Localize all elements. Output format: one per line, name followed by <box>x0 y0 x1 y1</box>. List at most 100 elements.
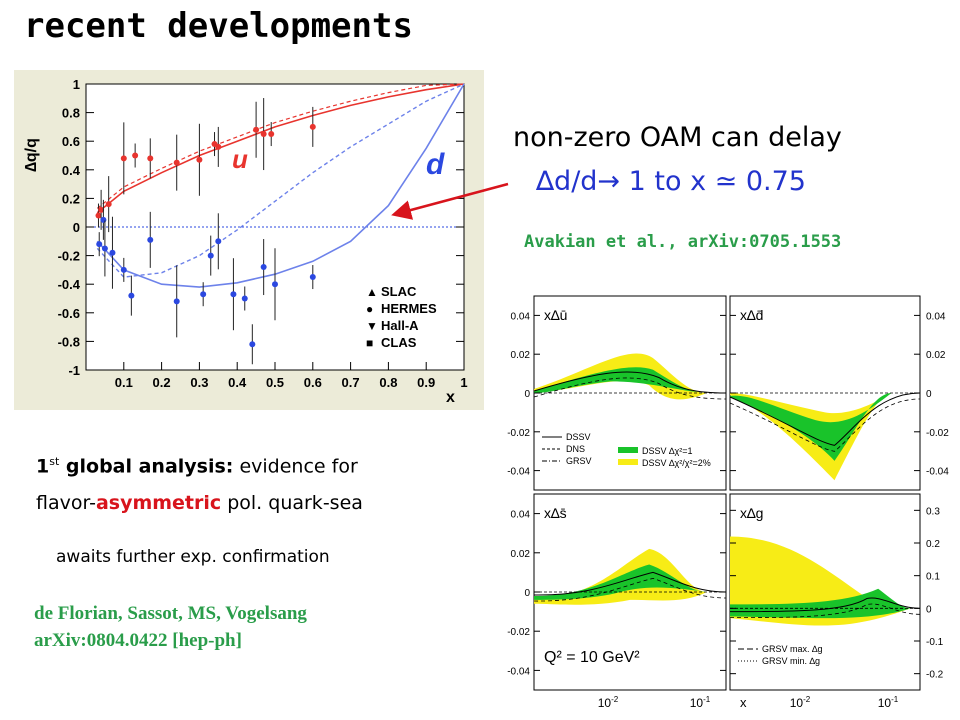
d-data-point <box>215 238 222 245</box>
u-curve-label: u <box>232 144 248 174</box>
y-tick-label: 0.3 <box>926 506 940 517</box>
panel-label: x∆d̄ <box>740 307 763 323</box>
y-tick-label: -0.04 <box>507 467 530 478</box>
legend-entry: Hall-A <box>381 318 419 333</box>
d-curve-label: d <box>426 148 445 181</box>
y-tick-label: -0.02 <box>926 428 949 439</box>
legend-swatch-icon <box>618 459 638 465</box>
y-tick-label: -0.04 <box>507 666 530 677</box>
legend-entry: DSSV ∆χ²/χ²=2% <box>642 458 711 468</box>
y-tick-label: 0.04 <box>511 311 531 322</box>
u-fit-curve <box>96 83 465 214</box>
asymmetric-highlight: asymmetric <box>95 492 222 514</box>
global-analysis-line2: flavor-asymmetric pol. quark-sea <box>36 492 363 514</box>
slide-title: recent developments <box>24 6 413 46</box>
x-tick-label: 10-1 <box>878 695 899 710</box>
x-tick-exponent: -2 <box>803 695 811 704</box>
x-tick-exponent: -2 <box>611 695 619 704</box>
u-data-point <box>120 155 127 162</box>
y-tick-label: -0.4 <box>58 277 81 292</box>
u-data-point <box>253 126 260 133</box>
dssv-curve <box>533 371 727 394</box>
y-tick-label: -0.2 <box>926 670 944 681</box>
dssv-curve <box>729 597 921 613</box>
awaits-confirmation-note: awaits further exp. confirmation <box>56 547 330 567</box>
avakian-reference: Avakian et al., arXiv:0705.1553 <box>524 232 842 252</box>
d-data-point <box>109 249 116 256</box>
x-tick-label: 0.1 <box>115 375 133 390</box>
legend-entry: CLAS <box>381 335 417 350</box>
y-tick-label: 0.02 <box>511 350 531 361</box>
ordinal-suffix: st <box>49 455 60 468</box>
dns-curve <box>533 377 727 400</box>
delta-q-over-q-chart: 1 0.8 0.6 0.4 0.2 0 -0.2 -0.4 -0.6 -0.8 -1 0.1 0.2 0.… <box>14 70 484 410</box>
panel-label: x∆ū <box>544 307 567 323</box>
global-analysis-rest: evidence for <box>233 455 358 478</box>
legend-entry: GRSV max. ∆g <box>762 644 823 654</box>
d-data-point <box>207 252 214 259</box>
u-data-point <box>173 159 180 166</box>
x-tick-label: 0.2 <box>153 375 171 390</box>
x-tick-label: 0.7 <box>342 375 360 390</box>
d-data-point <box>128 292 135 299</box>
d-data-point <box>100 216 107 223</box>
dssv-sea-quark-panels: x∆ū 0.04 0.02 0 -0.02 -0.04 x∆d̄ 0.04 0.02 0 -0.02… <box>507 295 949 710</box>
global-analysis-bold: global analysis: <box>59 455 234 478</box>
u-data-point <box>147 155 154 162</box>
legend-marker-icon: ● <box>366 302 373 316</box>
y-axis-label: ∆q/q <box>23 138 40 172</box>
panel-label: x∆g <box>740 505 763 521</box>
chart-legend: ▲ SLAC ● HERMES▼ Hall-A ■ CLAS <box>366 284 437 350</box>
y-tick-label: 0.04 <box>926 311 946 322</box>
legend-entry: GRSV min. ∆g <box>762 656 820 666</box>
y-tick-label: 0 <box>524 389 530 400</box>
d-data-point <box>309 274 316 281</box>
flavor-rest: pol. quark-sea <box>221 492 363 514</box>
x-tick-label: 10-2 <box>598 695 619 710</box>
dssv-citation-arxiv: arXiv:0804.0422 [hep-ph] <box>34 630 242 651</box>
y-tick-label: -1 <box>68 363 80 378</box>
d-fit-curve-dashed <box>96 83 465 278</box>
u-data-point <box>98 206 105 213</box>
y-tick-label: -0.8 <box>58 334 80 349</box>
legend-marker-icon: ▲ <box>366 285 378 299</box>
y-tick-label: 0 <box>926 604 932 615</box>
legend-entry: DNS <box>566 444 585 454</box>
x-tick-label: 10-1 <box>690 695 711 710</box>
x-axis-label: x <box>446 389 455 406</box>
dns-curve <box>729 398 921 452</box>
x-tick-label: 1 <box>460 375 467 390</box>
red-arrow <box>391 182 509 220</box>
y-tick-label: -0.04 <box>926 467 949 478</box>
d-data-point <box>96 241 103 248</box>
y-tick-label: -0.6 <box>58 306 80 321</box>
u-data-point <box>132 152 139 159</box>
y-tick-label: -0.1 <box>926 637 944 648</box>
y-tick-label: 0 <box>926 389 932 400</box>
uncertainty-band-chi2 <box>730 393 892 461</box>
dssv-curve <box>533 571 727 596</box>
y-tick-label: 0.2 <box>926 539 940 550</box>
x-axis-label: x <box>740 695 747 710</box>
oam-statement-line2: ∆d/d→ 1 to x ≃ 0.75 <box>536 166 806 197</box>
dssv-curve <box>729 392 921 446</box>
x-tick-exponent: -1 <box>703 695 711 704</box>
y-tick-label: 0.02 <box>926 350 946 361</box>
d-data-point <box>249 341 256 348</box>
u-data-point <box>268 131 275 138</box>
dns-curve <box>533 577 727 602</box>
y-tick-label: 0.04 <box>511 510 531 521</box>
d-data-point <box>260 264 267 271</box>
legend-entry: DSSV ∆χ²=1 <box>642 446 693 456</box>
y-tick-label: -0.02 <box>507 428 530 439</box>
y-tick-label: -0.2 <box>58 249 80 264</box>
y-tick-label: 0.02 <box>511 549 531 560</box>
legend-entry: GRSV <box>566 456 592 466</box>
y-tick-label: 1 <box>73 77 80 92</box>
u-data-point <box>260 131 267 138</box>
u-data-point <box>105 201 112 208</box>
d-data-point <box>200 291 207 298</box>
d-data-point <box>241 295 248 302</box>
x-tick-label: 0.3 <box>190 375 208 390</box>
dssv-citation-authors: de Florian, Sassot, MS, Vogelsang <box>34 603 307 624</box>
